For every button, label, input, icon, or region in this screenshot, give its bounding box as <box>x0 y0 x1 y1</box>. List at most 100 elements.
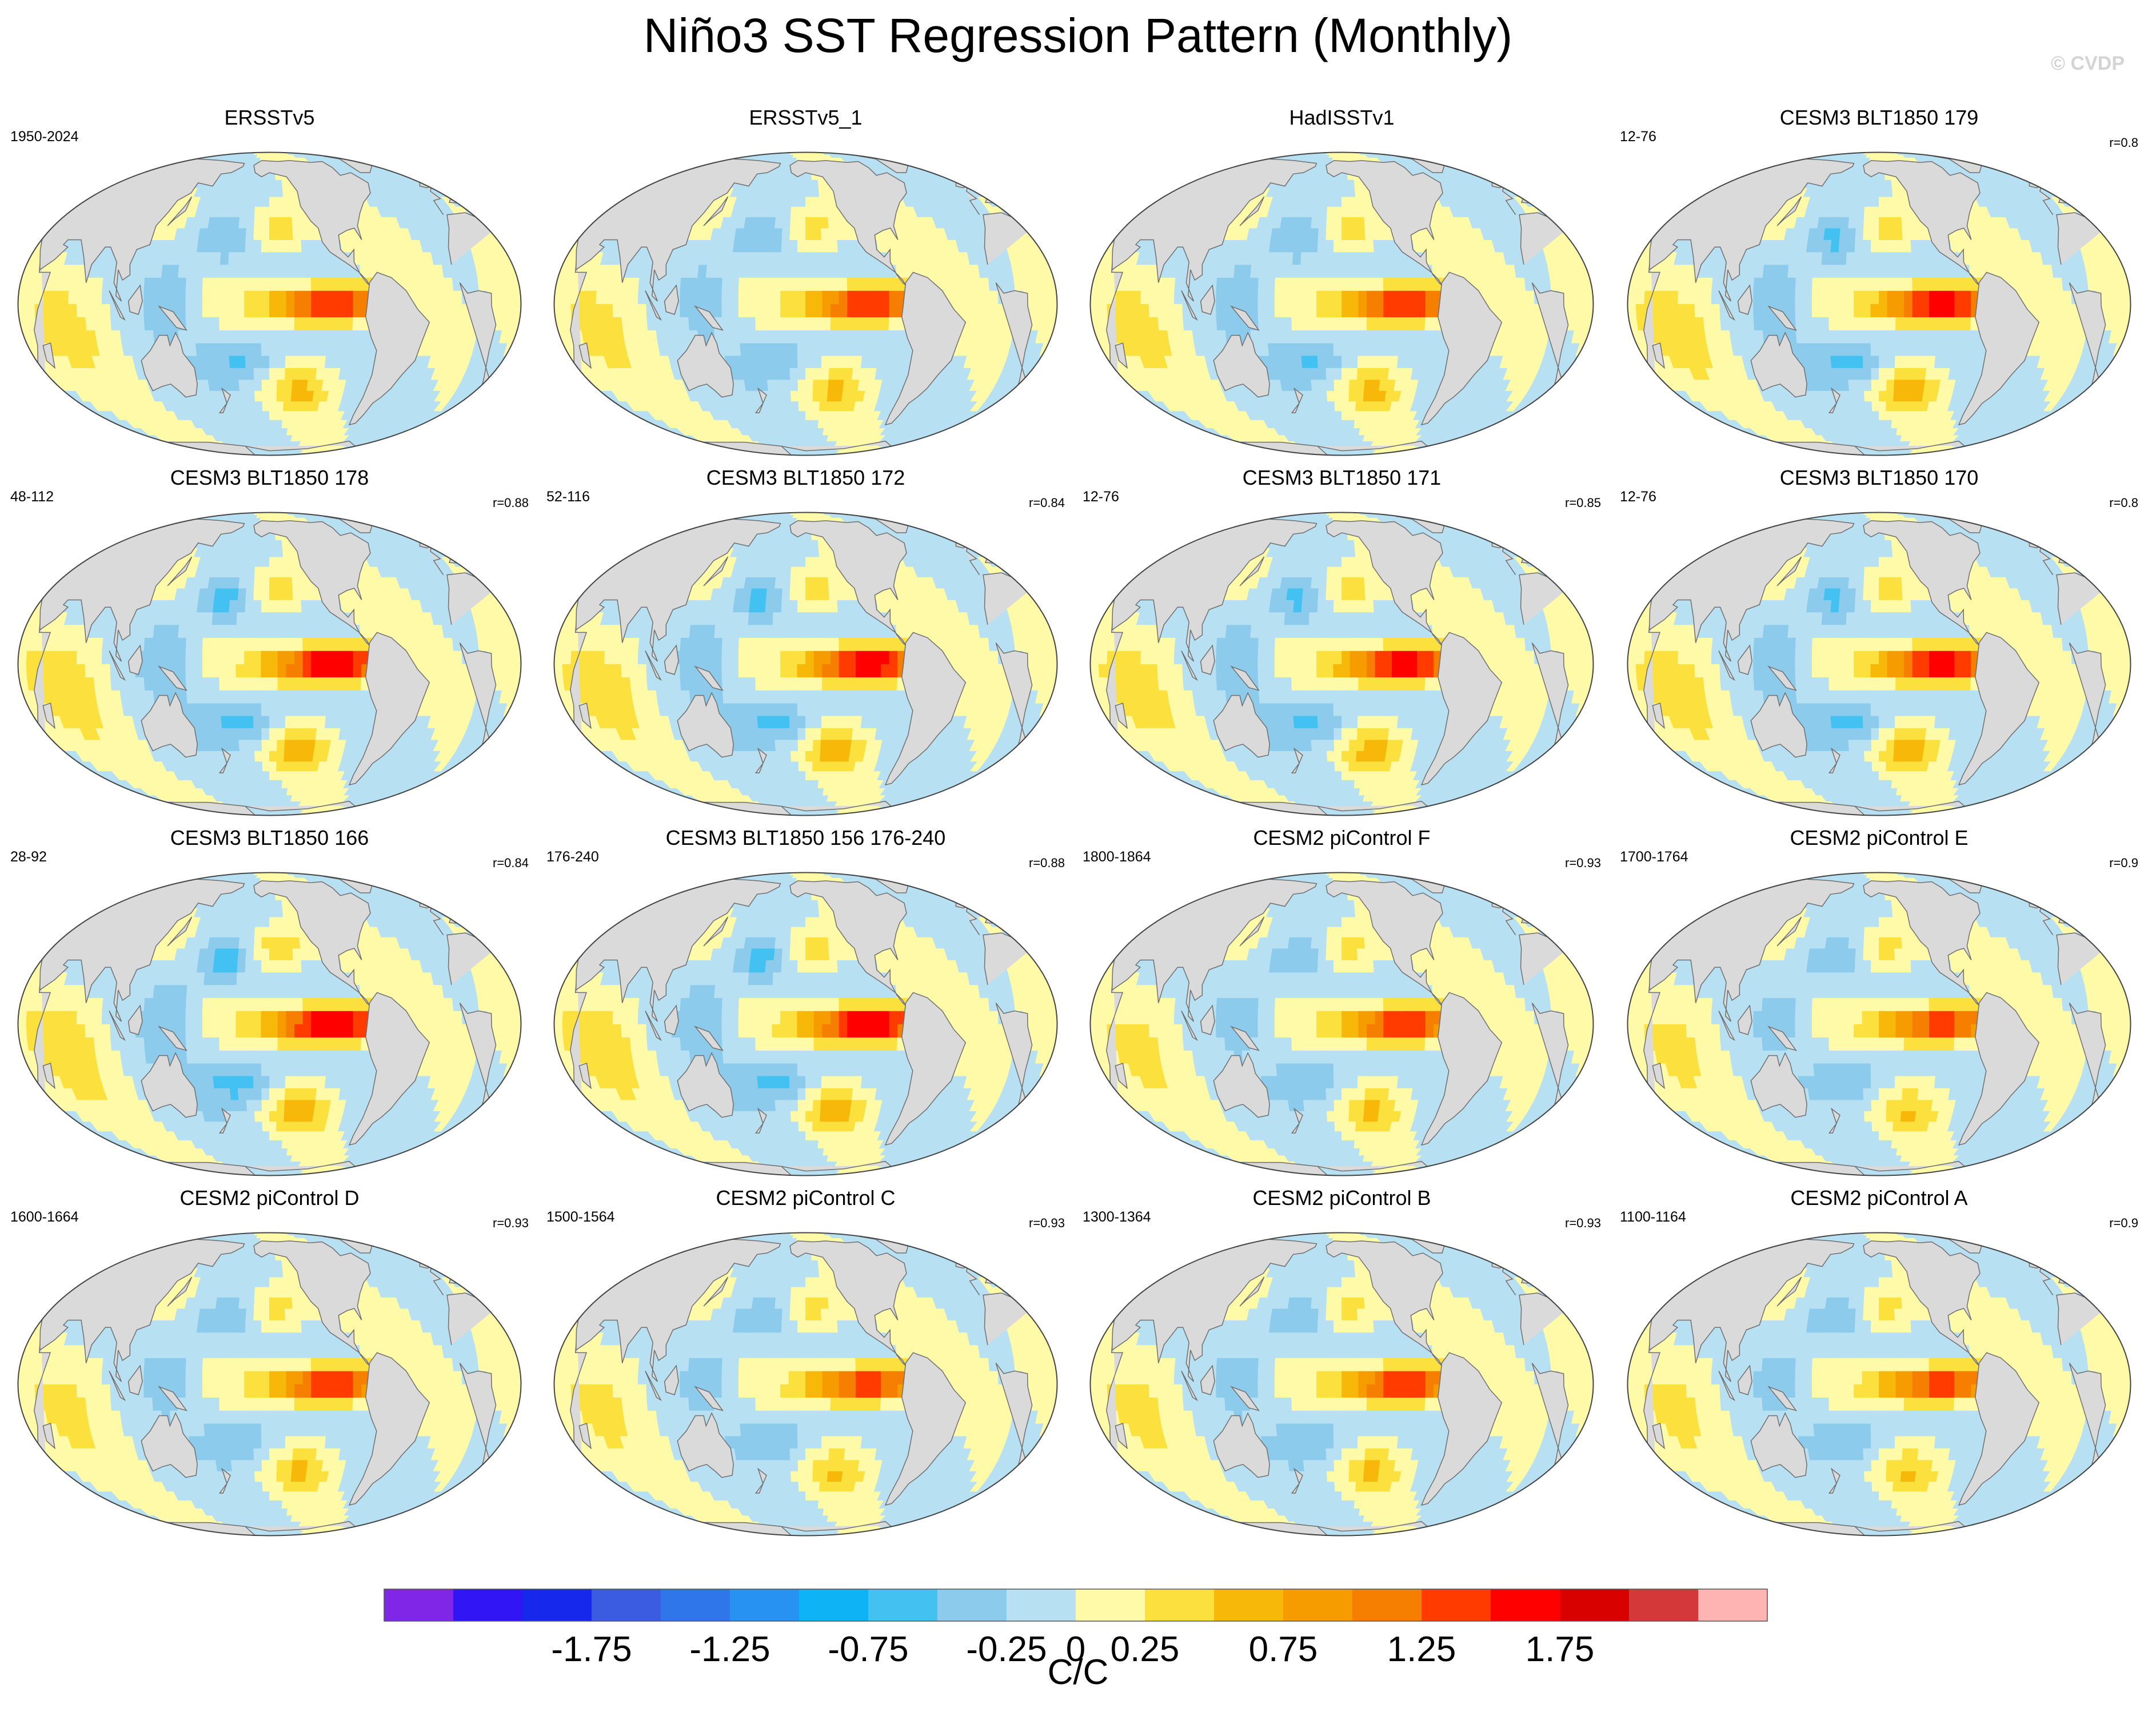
field-cell <box>1335 428 1342 436</box>
field-cell <box>269 420 277 428</box>
field-cell <box>972 290 982 304</box>
field-cell <box>172 453 189 455</box>
field-cell <box>1013 206 1030 217</box>
field-cell <box>79 179 98 188</box>
field-cell <box>741 454 755 456</box>
field-cell <box>453 304 463 318</box>
field-cell <box>763 304 773 318</box>
field-cell <box>293 342 303 356</box>
field-cell <box>805 355 815 368</box>
field-cell <box>284 379 293 391</box>
field-cell <box>54 401 71 412</box>
field-cell <box>871 330 881 344</box>
field-cell <box>646 441 665 446</box>
field-cell <box>269 240 278 253</box>
field-cell <box>845 355 855 368</box>
field-cell <box>822 290 831 304</box>
field-cell <box>844 368 853 380</box>
field-cell <box>839 317 848 330</box>
field-cell <box>928 157 947 162</box>
field-cell <box>596 290 605 304</box>
field-cell <box>219 330 229 344</box>
field-cell <box>696 277 706 291</box>
field-cell <box>219 304 228 318</box>
field-cell <box>1260 453 1275 455</box>
field-cell <box>705 277 715 291</box>
field-cell <box>245 228 255 240</box>
field-cell <box>186 330 196 344</box>
field-cell <box>669 157 688 162</box>
field-cell <box>1415 454 1433 456</box>
field-cell <box>1196 446 1215 450</box>
field-cell <box>269 179 277 188</box>
field-cell <box>703 446 718 450</box>
field-cell <box>1198 441 1216 446</box>
field-cell <box>260 450 266 453</box>
field-cell <box>121 161 139 167</box>
field-cell <box>244 264 254 278</box>
field-cell <box>872 277 881 291</box>
field-cell <box>798 179 806 188</box>
field-cell <box>792 187 800 197</box>
field-cell <box>185 304 195 318</box>
field-cell <box>183 453 199 455</box>
field-cell <box>176 153 192 155</box>
field-cell <box>256 420 264 428</box>
field-cell <box>1175 428 1193 436</box>
field-cell <box>223 379 233 391</box>
field-cell <box>878 342 888 356</box>
field-cell <box>674 446 692 450</box>
field-cell <box>740 342 750 356</box>
field-cell <box>937 434 955 442</box>
field-cell <box>721 277 732 291</box>
field-cell <box>774 217 784 229</box>
field-cell <box>182 454 199 456</box>
field-cell <box>346 454 364 456</box>
field-cell <box>895 450 911 453</box>
field-cell <box>722 330 732 344</box>
field-cell <box>981 304 991 318</box>
field-cell <box>435 317 446 330</box>
field-cell <box>85 304 94 318</box>
field-cell <box>263 441 270 446</box>
field-cell <box>873 453 888 455</box>
field-cell <box>805 277 815 291</box>
field-cell <box>418 166 436 173</box>
field-cell <box>1347 428 1355 436</box>
field-cell <box>805 428 812 436</box>
field-cell <box>227 330 237 344</box>
field-cell <box>468 196 485 207</box>
field-cell <box>485 379 501 391</box>
field-cell <box>1021 217 1037 229</box>
field-cell <box>229 228 239 240</box>
field-cell <box>412 172 430 180</box>
field-cell <box>1332 450 1339 453</box>
field-cell <box>1240 454 1260 456</box>
field-cell <box>837 355 847 368</box>
field-cell <box>142 161 158 167</box>
field-cell <box>1169 434 1188 442</box>
field-cell <box>335 450 349 453</box>
field-cell <box>468 401 485 412</box>
field-cell <box>51 317 62 330</box>
field-cell <box>661 166 679 173</box>
field-cell <box>127 317 137 330</box>
field-cell <box>713 450 728 453</box>
field-cell <box>461 401 478 412</box>
field-cell <box>1175 434 1193 442</box>
field-cell <box>262 410 270 420</box>
field-cell <box>351 330 361 344</box>
field-cell <box>376 161 392 167</box>
field-cell <box>749 240 758 253</box>
field-cell <box>821 264 831 278</box>
field-cell <box>1407 454 1423 456</box>
field-cell <box>269 252 278 265</box>
field-cell <box>173 450 188 453</box>
field-cell <box>392 157 411 162</box>
field-cell <box>1247 454 1265 456</box>
field-cell <box>126 441 143 446</box>
field-cell <box>203 252 214 265</box>
field-cell <box>1388 453 1400 455</box>
field-cell <box>244 317 253 330</box>
field-cell <box>1220 446 1237 450</box>
